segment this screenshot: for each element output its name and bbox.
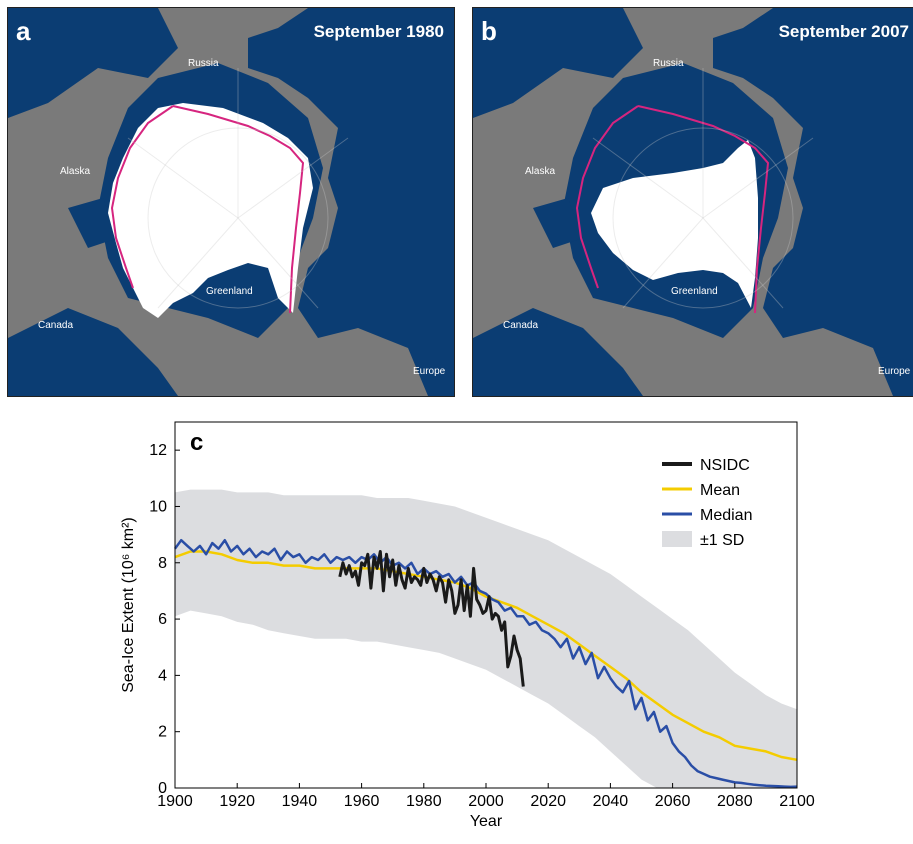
place-label-russia: Russia <box>188 58 219 69</box>
ocean-region <box>473 8 643 118</box>
series-line-nsidc <box>338 550 525 687</box>
legend-label: NSIDC <box>700 457 750 474</box>
x-tick-label: 2100 <box>779 793 815 810</box>
place-label-greenland: Greenland <box>671 286 718 297</box>
map-grid-lines <box>592 68 814 309</box>
y-tick-label: 4 <box>158 667 167 684</box>
series-line-mean <box>174 550 798 762</box>
place-label-europe: Europe <box>413 366 446 377</box>
ocean-region <box>248 8 454 396</box>
ocean-region <box>68 198 118 248</box>
panel-title: September 1980 <box>313 22 444 41</box>
place-label-europe: Europe <box>878 366 911 377</box>
y-tick-label: 10 <box>149 498 167 515</box>
y-axis-label: Sea-Ice Extent (10⁶ km²) <box>120 517 137 693</box>
place-label-greenland: Greenland <box>206 286 253 297</box>
arctic-map-2007 <box>473 8 913 396</box>
place-label-canada: Canada <box>38 320 74 331</box>
x-tick-label: 2040 <box>593 793 629 810</box>
place-label-alaska: Alaska <box>525 166 556 177</box>
ocean-region <box>533 198 583 248</box>
ocean-region <box>8 308 178 396</box>
x-tick-label: 1940 <box>282 793 318 810</box>
median-ice-edge-line <box>110 105 305 314</box>
panel-letter: c <box>190 429 203 456</box>
map-panel-september-1980: a September 1980 Russia Alaska Greenland… <box>7 7 455 397</box>
ocean-region <box>713 8 913 396</box>
x-axis-label: Year <box>470 813 503 830</box>
x-tick-label: 1980 <box>406 793 442 810</box>
y-tick-label: 8 <box>158 555 167 572</box>
map-grid-lines <box>127 68 349 309</box>
legend-swatch <box>662 531 692 547</box>
x-tick-label: 2080 <box>717 793 753 810</box>
y-tick-label: 12 <box>149 442 167 459</box>
x-tick-label: 2000 <box>468 793 504 810</box>
median-ice-edge-line <box>575 105 770 314</box>
sd-band <box>175 489 797 788</box>
y-tick-label: 2 <box>158 724 167 741</box>
map-panel-september-2007: b September 2007 Russia Alaska Greenland… <box>472 7 913 397</box>
place-label-canada: Canada <box>503 320 539 331</box>
series-line-median <box>173 538 798 789</box>
x-tick-label: 1960 <box>344 793 380 810</box>
legend-label: Median <box>700 507 752 524</box>
place-label-alaska: Alaska <box>60 166 91 177</box>
panel-letter: b <box>481 16 497 46</box>
sea-ice-extent-chart: 1900 1920 1940 1960 1980 2000 2020 2040 2060 2080… <box>120 421 815 830</box>
x-tick-label: 1900 <box>157 793 193 810</box>
place-label-russia: Russia <box>653 58 684 69</box>
ocean-region <box>473 308 643 396</box>
legend-label: ±1 SD <box>700 532 744 549</box>
x-tick-label: 2020 <box>530 793 566 810</box>
x-tick-label: 2060 <box>655 793 691 810</box>
x-tick-label: 1920 <box>219 793 255 810</box>
legend-label: Mean <box>700 482 740 499</box>
ocean-region <box>8 8 178 118</box>
arctic-map-1980 <box>8 8 454 396</box>
sea-ice-extent-1980 <box>108 103 313 318</box>
y-tick-label: 6 <box>158 611 167 628</box>
y-tick-label: 0 <box>158 780 167 797</box>
panel-letter: a <box>16 16 31 46</box>
sea-ice-extent-2007 <box>591 140 758 308</box>
panel-title: September 2007 <box>778 22 909 41</box>
